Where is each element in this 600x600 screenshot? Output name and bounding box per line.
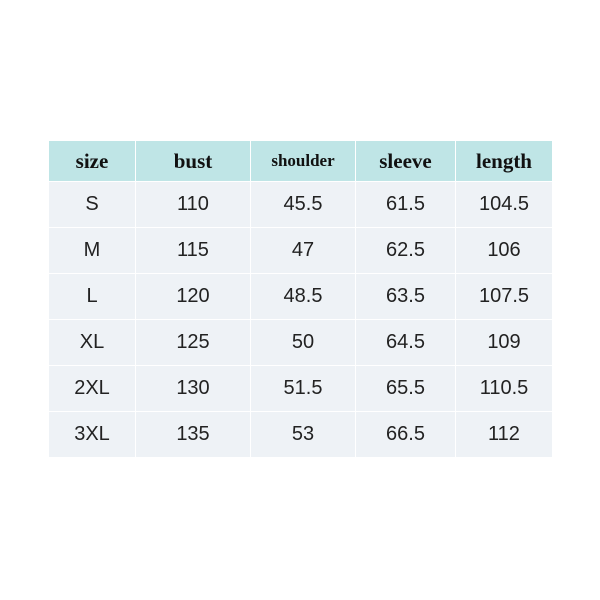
- table-cell: M: [48, 227, 136, 274]
- table-cell: 50: [250, 319, 356, 366]
- table-cell: 63.5: [355, 273, 456, 320]
- table-body: S 110 45.5 61.5 104.5 M 115 47 62.5 106 L 120 48.5 63…: [48, 181, 553, 458]
- header-cell: size: [48, 140, 136, 182]
- table-cell: 120: [135, 273, 251, 320]
- table-row: L 120 48.5 63.5 107.5: [48, 273, 553, 320]
- table-row: S 110 45.5 61.5 104.5: [48, 181, 553, 228]
- table-cell: 53: [250, 411, 356, 458]
- header-cell: shoulder: [250, 140, 356, 182]
- table-cell: 112: [455, 411, 553, 458]
- table-cell: 115: [135, 227, 251, 274]
- table-cell: 106: [455, 227, 553, 274]
- table-cell: 66.5: [355, 411, 456, 458]
- table-cell: 65.5: [355, 365, 456, 412]
- table-cell: 47: [250, 227, 356, 274]
- header-cell: length: [455, 140, 553, 182]
- table-cell: 3XL: [48, 411, 136, 458]
- header-cell: sleeve: [355, 140, 456, 182]
- table-cell: 135: [135, 411, 251, 458]
- table-cell: 110.5: [455, 365, 553, 412]
- table-cell: 110: [135, 181, 251, 228]
- table-cell: 2XL: [48, 365, 136, 412]
- table-cell: S: [48, 181, 136, 228]
- table-cell: 61.5: [355, 181, 456, 228]
- table-row: 3XL 135 53 66.5 112: [48, 411, 553, 458]
- table-cell: 48.5: [250, 273, 356, 320]
- table-row: M 115 47 62.5 106: [48, 227, 553, 274]
- table-cell: 62.5: [355, 227, 456, 274]
- table-cell: L: [48, 273, 136, 320]
- table-row: 2XL 130 51.5 65.5 110.5: [48, 365, 553, 412]
- table-cell: XL: [48, 319, 136, 366]
- header-row: size bust shoulder sleeve length: [48, 140, 553, 182]
- table-cell: 51.5: [250, 365, 356, 412]
- table-cell: 64.5: [355, 319, 456, 366]
- table-cell: 125: [135, 319, 251, 366]
- table-cell: 109: [455, 319, 553, 366]
- table-cell: 45.5: [250, 181, 356, 228]
- table-cell: 130: [135, 365, 251, 412]
- table-cell: 107.5: [455, 273, 553, 320]
- header-cell: bust: [135, 140, 251, 182]
- size-table: size bust shoulder sleeve length S 110 45.5 61.…: [48, 140, 553, 458]
- table-cell: 104.5: [455, 181, 553, 228]
- table-row: XL 125 50 64.5 109: [48, 319, 553, 366]
